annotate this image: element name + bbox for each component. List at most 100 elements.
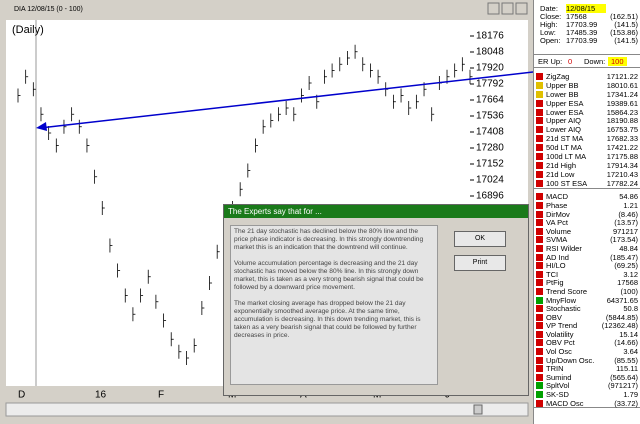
- indicator-label: Upper AIQ: [546, 116, 582, 126]
- title-bar: [0, 0, 533, 18]
- signal-icon: [536, 296, 543, 304]
- indicator-label: OBV: [546, 312, 562, 322]
- indicator-label: Upper ESA: [546, 98, 584, 108]
- indicator-value: 19389.61: [606, 98, 638, 108]
- signal-icon: [536, 90, 543, 98]
- indicator-label: MACD Osc: [546, 398, 584, 408]
- indicator-row: Lower ESA 15864.23: [534, 108, 640, 117]
- indicator-row: 21d ST MA 17682.33: [534, 134, 640, 143]
- dialog-paragraph: The market closing average has dropped b…: [234, 300, 421, 339]
- y-tick-label: 17152: [476, 159, 504, 170]
- indicator-value: 18010.61: [606, 80, 638, 90]
- indicator-label: 21d ST MA: [546, 134, 584, 144]
- chart-title: (Daily): [12, 24, 44, 36]
- indicator-row: RSI Wilder 48.84: [534, 244, 640, 253]
- indicator-value: 971217: [612, 226, 638, 236]
- minimize-button[interactable]: [487, 2, 500, 15]
- signal-icon: [536, 244, 543, 252]
- maximize-button[interactable]: [501, 2, 514, 15]
- er-down: 100: [608, 56, 627, 66]
- print-button[interactable]: Print: [454, 255, 506, 271]
- indicator-value: 17568: [617, 278, 638, 288]
- quote-change: (141.5): [614, 35, 638, 45]
- indicator-list: ZigZag 17121.22 Upper BB 18010.61 Lower BB 17…: [534, 72, 640, 189]
- indicator-row: MACD 54.86: [534, 192, 640, 201]
- indicator-row: Vol Osc 3.64: [534, 347, 640, 356]
- indicator-value: (33.72): [614, 398, 638, 408]
- indicator-value: (971217): [607, 381, 638, 391]
- indicator-label: SpltVol: [546, 381, 570, 391]
- indicator-row: Sumind (565.64): [534, 373, 640, 382]
- indicator-label: TCI: [546, 269, 559, 279]
- y-tick-label: 17920: [476, 63, 504, 74]
- quote-row: Close: 17568 (162.51): [540, 11, 640, 21]
- er-up-label: ER Up:: [538, 56, 563, 66]
- quote-change: (162.51): [610, 11, 638, 21]
- y-tick-label: 18048: [476, 47, 504, 58]
- y-tick-label: 17280: [476, 143, 504, 154]
- er-up: 0: [568, 56, 573, 66]
- quote-label: Close:: [540, 11, 562, 21]
- indicator-value: 115.11: [616, 364, 638, 374]
- indicator-value: (14.66): [614, 338, 638, 348]
- indicator-label: Vol Osc: [546, 347, 572, 357]
- signal-icon: [536, 99, 543, 107]
- indicator-value: 18190.88: [606, 116, 638, 126]
- indicator-value: 16753.75: [606, 125, 638, 135]
- indicator-value: (5844.85): [605, 312, 638, 322]
- signal-icon: [536, 356, 543, 364]
- indicator-row: 100 ST ESA 17782.24: [534, 179, 640, 188]
- signal-icon: [536, 287, 543, 295]
- indicator-label: Volatility: [546, 329, 574, 339]
- signal-icon: [536, 382, 543, 390]
- indicator-label: Trend Score: [546, 286, 587, 296]
- indicator-row: 21d High 17914.34: [534, 161, 640, 170]
- signal-icon: [536, 135, 543, 143]
- x-tick-label: 16: [95, 390, 107, 401]
- signal-icon: [536, 313, 543, 321]
- signal-icon: [536, 201, 543, 209]
- indicator-value: 17210.43: [606, 169, 638, 179]
- indicator-label: DirMov: [546, 209, 570, 219]
- indicator-row: SpltVol (971217): [534, 381, 640, 391]
- indicator-label: 100 ST ESA: [546, 178, 588, 188]
- signal-icon: [536, 399, 543, 407]
- indicator-label: SK-SD: [546, 390, 569, 400]
- signal-icon: [536, 161, 543, 169]
- er-down-label: Down:: [584, 56, 606, 66]
- indicator-value: 17175.88: [606, 151, 638, 161]
- quote-label: High:: [540, 19, 558, 29]
- data-panel: Date: 12/08/15 Close: 17568 (162.51) High: 177…: [533, 0, 640, 424]
- quote-row: Low: 17485.39 (153.86): [540, 27, 640, 37]
- scroll-thumb[interactable]: [473, 404, 483, 415]
- signal-icon: [536, 170, 543, 178]
- scrollbar[interactable]: [5, 402, 529, 417]
- indicator-row: SVMA (173.54): [534, 235, 640, 244]
- indicator-value: (12362.48): [601, 321, 638, 331]
- indicator-value: 3.64: [623, 347, 638, 357]
- quote-value: 17703.99: [566, 35, 598, 45]
- indicator-label: Volume: [546, 226, 572, 236]
- indicator-label: PtFig: [546, 278, 564, 288]
- indicator-label: TRIN: [546, 364, 564, 374]
- indicator-row: AD Ind (185.47): [534, 253, 640, 262]
- signal-icon: [536, 117, 543, 125]
- indicator-label: VP Trend: [546, 321, 578, 331]
- indicator-row: DirMov (8.46): [534, 210, 640, 219]
- indicator-value: 50.8: [623, 304, 638, 314]
- indicator-row: Volatility 15.14: [534, 330, 640, 339]
- indicator-row: OBV Pct (14.66): [534, 338, 640, 348]
- indicator-label: MnyFlow: [546, 295, 577, 305]
- indicator-value: 64371.65: [606, 295, 638, 305]
- dialog-paragraph: Volume accumulation percentage is decrea…: [234, 260, 424, 291]
- signal-icon: [536, 262, 543, 270]
- ok-button[interactable]: OK: [454, 231, 506, 247]
- indicator-label: Lower BB: [546, 89, 579, 99]
- indicator-value: 48.84: [619, 243, 638, 253]
- y-tick-label: 18176: [476, 31, 504, 42]
- indicator-value: (100): [620, 286, 638, 296]
- quote-row: Open: 17703.99 (141.5): [540, 35, 640, 45]
- close-button[interactable]: [515, 2, 528, 15]
- quote-value: 17485.39: [566, 27, 598, 37]
